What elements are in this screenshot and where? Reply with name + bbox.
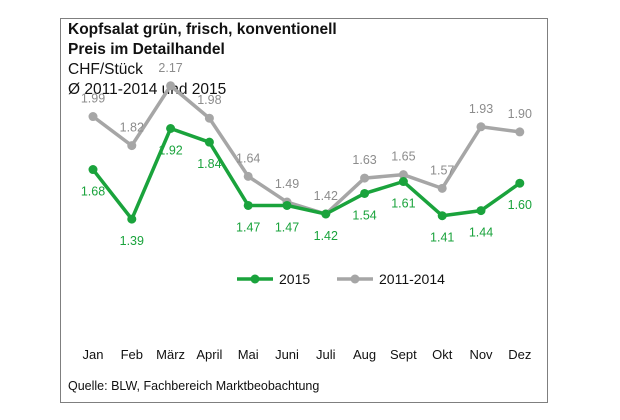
legend-label-2015: 2015	[279, 271, 310, 287]
data-label-2015-Nov: 1.44	[469, 226, 493, 240]
data-label-2015-Juni: 1.47	[275, 220, 299, 234]
data-point-2011-2014-Jan	[88, 112, 98, 122]
data-label-2015-Feb: 1.39	[120, 234, 144, 248]
data-point-2011-2014-März	[166, 81, 176, 91]
data-point-2015-Nov	[476, 206, 486, 216]
x-tick-label-April: April	[196, 347, 222, 362]
legend-marker-2015	[250, 274, 260, 284]
data-point-2015-Feb	[127, 214, 137, 224]
data-label-2011-2014-Juni: 1.49	[275, 177, 299, 191]
legend-marker-2011-2014	[350, 274, 360, 284]
data-label-2011-2014-Okt: 1.57	[430, 163, 454, 177]
chart-period: Ø 2011-2014 und 2015	[68, 81, 227, 98]
data-point-2015-Juni	[282, 200, 292, 210]
data-label-2015-Jan: 1.68	[81, 185, 105, 199]
data-label-2011-2014-Dez: 1.90	[508, 107, 532, 121]
chart-frame	[60, 18, 548, 403]
x-tick-label-Mai: Mai	[238, 347, 259, 362]
data-label-2015-Sept: 1.61	[391, 197, 415, 211]
x-tick-label-Dez: Dez	[508, 347, 531, 362]
data-label-2011-2014-März: 2.17	[158, 61, 182, 75]
data-point-2015-Aug	[360, 188, 370, 198]
data-point-2011-2014-Dez	[515, 127, 525, 137]
data-label-2015-Juli: 1.42	[314, 229, 338, 243]
data-point-2015-Mai	[243, 200, 253, 210]
data-label-2015-Okt: 1.41	[430, 231, 454, 245]
data-label-2015-April: 1.84	[197, 157, 221, 171]
data-label-2011-2014-Nov: 1.93	[469, 102, 493, 116]
data-label-2011-2014-Aug: 1.63	[352, 153, 376, 167]
title-block: Kopfsalat grün, frisch, konventionell Pr…	[68, 20, 337, 100]
legend-label-2011-2014: 2011-2014	[379, 271, 445, 287]
data-label-2011-2014-Juli: 1.42	[314, 189, 338, 203]
x-tick-label-Okt: Okt	[432, 347, 453, 362]
chart-source: Quelle: BLW, Fachbereich Marktbeobachtun…	[68, 379, 320, 393]
data-label-2015-Dez: 1.60	[508, 198, 532, 212]
data-point-2011-2014-Nov	[476, 122, 486, 132]
data-label-2011-2014-Sept: 1.65	[391, 150, 415, 164]
data-label-2015-Aug: 1.54	[352, 208, 376, 222]
x-tick-label-Juni: Juni	[275, 347, 299, 362]
data-point-2011-2014-April	[204, 113, 214, 123]
data-label-2011-2014-April: 1.98	[197, 93, 221, 107]
data-point-2015-März	[166, 124, 176, 133]
x-tick-label-Aug: Aug	[353, 347, 376, 362]
x-tick-label-Feb: Feb	[121, 347, 143, 362]
x-tick-label-Sept: Sept	[390, 347, 417, 362]
x-tick-label-Nov: Nov	[469, 347, 493, 362]
chart-title: Kopfsalat grün, frisch, konventionell	[68, 21, 337, 38]
x-tick-label-März: März	[156, 347, 185, 362]
data-point-2011-2014-Feb	[127, 141, 137, 151]
data-label-2015-Mai: 1.47	[236, 220, 260, 234]
x-tick-label-Juli: Juli	[316, 347, 336, 362]
data-point-2015-Sept	[398, 177, 408, 187]
data-label-2011-2014-Feb: 1.82	[120, 121, 144, 135]
data-point-2011-2014-Aug	[360, 173, 370, 183]
data-point-2011-2014-Sept	[398, 170, 408, 180]
data-label-2011-2014-Mai: 1.64	[236, 151, 260, 165]
data-point-2011-2014-Okt	[437, 183, 447, 193]
chart-unit: CHF/Stück	[68, 61, 143, 78]
data-point-2015-Juli	[321, 209, 331, 219]
series-line-2011-2014	[91, 84, 521, 216]
data-point-2015-Okt	[437, 211, 447, 221]
data-label-2011-2014-Jan: 1.99	[81, 92, 105, 106]
data-point-2011-2014-Mai	[243, 171, 253, 181]
x-tick-label-Jan: Jan	[83, 347, 104, 362]
data-point-2015-Dez	[515, 178, 525, 188]
data-point-2015-Jan	[88, 165, 98, 175]
chart-subtitle: Preis im Detailhandel	[68, 41, 225, 58]
data-point-2015-April	[204, 137, 214, 147]
data-label-2015-März: 1.92	[158, 144, 182, 158]
series-line-2015	[91, 126, 521, 221]
